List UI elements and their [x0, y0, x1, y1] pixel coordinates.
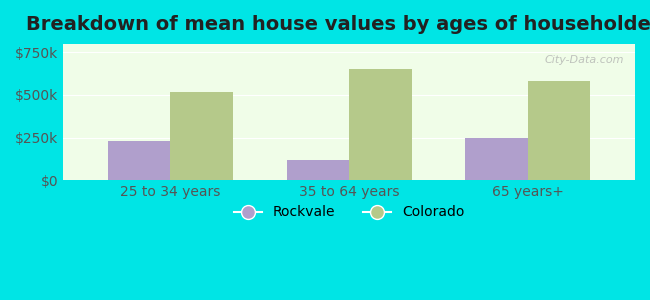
Bar: [349, 69, 411, 180]
Legend: Rockvale, Colorado: Rockvale, Colorado: [228, 200, 470, 225]
Bar: [528, 81, 590, 180]
Text: City-Data.com: City-Data.com: [544, 55, 623, 65]
Bar: [108, 141, 170, 180]
Bar: [465, 138, 528, 180]
Title: Breakdown of mean house values by ages of householders: Breakdown of mean house values by ages o…: [26, 15, 650, 34]
Bar: [170, 92, 233, 180]
Bar: [287, 160, 349, 180]
